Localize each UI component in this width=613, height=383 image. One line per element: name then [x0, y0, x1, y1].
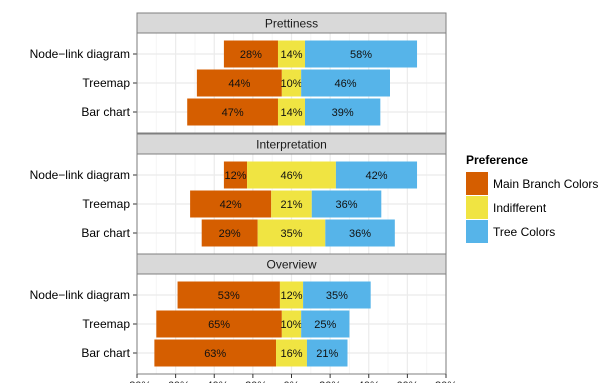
- panel-0-category-label-0: Node−link diagram: [30, 47, 130, 61]
- x-tick-label-1: −60%: [161, 380, 190, 383]
- panel-2-bar-0-0: [177, 281, 280, 309]
- panel-1-bar-label-2-2: 36%: [349, 228, 371, 240]
- panel-2-bar-1-1: [281, 310, 302, 338]
- panel-1-bar-label-1-2: 36%: [336, 199, 358, 211]
- x-tick-label-6: 40%: [358, 380, 380, 383]
- panel-0-bar-label-0-0: 28%: [240, 49, 262, 61]
- panel-2-bar-label-1-2: 25%: [314, 319, 336, 331]
- x-tick-label-3: −20%: [239, 380, 268, 383]
- panel-2-bar-0-2: [303, 281, 371, 309]
- panel-1-bar-label-0-1: 46%: [280, 170, 302, 182]
- legend-swatch-1: [466, 196, 488, 219]
- panel-2-category-label-2: Bar chart: [81, 346, 130, 360]
- panel-0-bar-0-1: [277, 40, 306, 68]
- panel-0-bar-label-1-0: 44%: [228, 78, 250, 90]
- panel-2-bar-label-1-0: 65%: [208, 319, 230, 331]
- panel-1-category-label-1: Treemap: [82, 197, 130, 211]
- legend-swatch-2: [466, 220, 488, 243]
- panel-0-bar-label-2-0: 47%: [222, 107, 244, 119]
- panel-2-bar-label-2-0: 63%: [204, 348, 226, 360]
- panel-1-bar-1-0: [190, 190, 272, 218]
- panel-1-bar-label-2-0: 29%: [219, 228, 241, 240]
- legend-entry-2: Tree Colors: [493, 225, 555, 239]
- panel-0-bar-label-2-2: 39%: [332, 107, 354, 119]
- panel-2-bar-label-0-0: 53%: [218, 290, 240, 302]
- panel-1-bar-0-0: [223, 161, 248, 189]
- x-tick-label-7: 60%: [396, 380, 418, 383]
- panel-2-bar-2-0: [154, 339, 277, 367]
- panel-1-bar-1-2: [311, 190, 382, 218]
- panel-0-bar-label-1-1: 10%: [280, 78, 302, 90]
- panel-0-bar-2-1: [277, 98, 306, 126]
- legend-swatch-0: [466, 172, 488, 195]
- panel-1-bar-0-1: [247, 161, 336, 189]
- panel-0-bar-label-0-1: 14%: [280, 49, 302, 61]
- panel-0-bar-1-0: [196, 69, 282, 97]
- panel-1-bar-label-2-1: 35%: [280, 228, 302, 240]
- panel-2-title: Overview: [266, 258, 316, 272]
- panel-0-bar-label-1-2: 46%: [335, 78, 357, 90]
- panel-2-bar-label-2-1: 16%: [280, 348, 302, 360]
- panel-1-bar-2-1: [257, 219, 326, 247]
- panel-1-bar-2-2: [325, 219, 395, 247]
- panel-0-bar-0-2: [305, 40, 418, 68]
- legend-title: Preference: [466, 153, 528, 167]
- x-tick-label-0: −80%: [123, 380, 152, 383]
- panel-0-bar-label-2-1: 14%: [280, 107, 302, 119]
- panel-0-bar-1-2: [301, 69, 390, 97]
- panel-1-category-label-0: Node−link diagram: [30, 168, 130, 182]
- panel-2-bar-2-1: [276, 339, 307, 367]
- panel-0-bar-2-0: [187, 98, 278, 126]
- panel-1-bar-label-0-0: 12%: [224, 170, 246, 182]
- panel-2-bar-0-1: [279, 281, 304, 309]
- panel-0-bar-2-2: [305, 98, 381, 126]
- panel-0-bar-0-0: [223, 40, 278, 68]
- panel-1-bar-2-0: [201, 219, 258, 247]
- legend-entry-0: Main Branch Colors: [493, 177, 598, 191]
- panel-0-bar-label-0-2: 58%: [350, 49, 372, 61]
- panel-2-bar-2-2: [306, 339, 348, 367]
- panel-2-bar-label-1-1: 10%: [280, 319, 302, 331]
- panel-2-bar-label-0-1: 12%: [280, 290, 302, 302]
- panel-1-bar-1-1: [271, 190, 312, 218]
- panel-2-bar-1-2: [301, 310, 350, 338]
- panel-1-title: Interpretation: [256, 138, 327, 152]
- panel-0-title: Prettiness: [265, 17, 318, 31]
- x-tick-label-2: −40%: [200, 380, 229, 383]
- x-tick-label-4: 0%: [284, 380, 300, 383]
- x-tick-label-8: 80%: [435, 380, 457, 383]
- panel-2-bar-label-0-2: 35%: [326, 290, 348, 302]
- panel-2-category-label-0: Node−link diagram: [30, 288, 130, 302]
- panel-2-bar-1-0: [156, 310, 282, 338]
- panel-1-bar-label-1-1: 21%: [280, 199, 302, 211]
- panel-0-category-label-1: Treemap: [82, 76, 130, 90]
- panel-1-bar-0-2: [335, 161, 418, 189]
- panel-0-bar-1-1: [281, 69, 302, 97]
- panel-1-category-label-2: Bar chart: [81, 226, 130, 240]
- panel-2-category-label-1: Treemap: [82, 317, 130, 331]
- panel-1-bar-label-0-2: 42%: [365, 170, 387, 182]
- panel-2-bar-label-2-2: 21%: [316, 348, 338, 360]
- panel-0-category-label-2: Bar chart: [81, 105, 130, 119]
- panel-0-border: [136, 32, 447, 134]
- legend-entry-1: Indifferent: [493, 201, 547, 215]
- panel-1-bar-label-1-0: 42%: [220, 199, 242, 211]
- x-tick-label-5: 20%: [319, 380, 341, 383]
